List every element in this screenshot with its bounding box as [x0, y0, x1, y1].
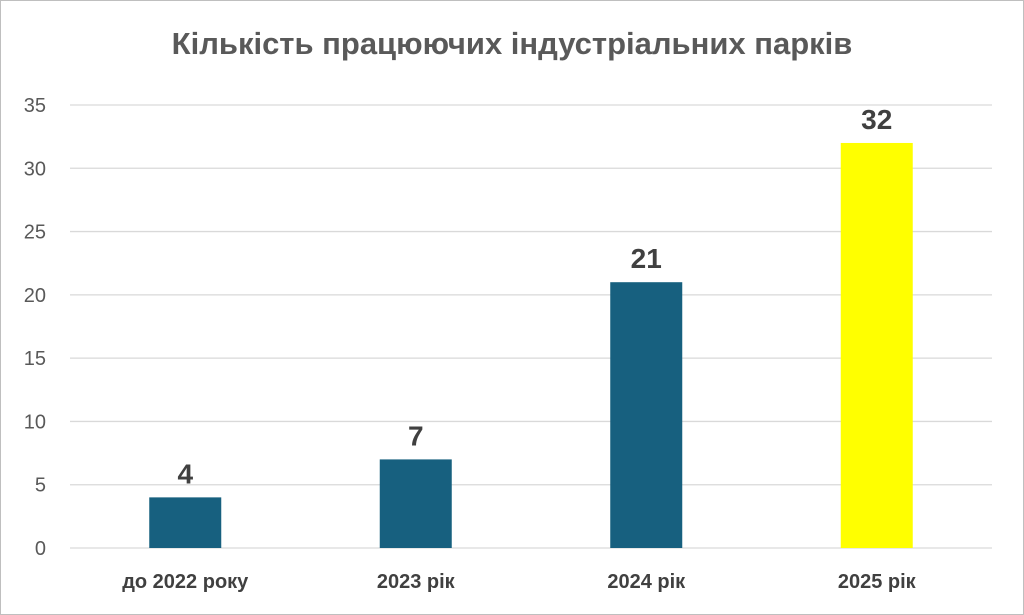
- x-axis-categories: до 2022 року 2023 рік 2024 рік 2025 рік: [122, 571, 916, 593]
- x-category-label: 2025 рік: [838, 571, 917, 593]
- y-tick-label: 25: [24, 222, 46, 244]
- bar: [610, 282, 683, 548]
- y-tick-label: 10: [24, 411, 46, 433]
- x-category-label: до 2022 року: [122, 571, 249, 593]
- x-category-label: 2023 рік: [377, 571, 456, 593]
- y-tick-label: 35: [24, 95, 46, 117]
- y-tick-label: 15: [24, 348, 46, 370]
- bar-value-label: 32: [861, 104, 892, 135]
- y-tick-label: 0: [35, 538, 46, 560]
- y-tick-label: 5: [35, 475, 46, 497]
- bars: [149, 142, 913, 548]
- data-labels: 4 7 21 32: [177, 104, 892, 489]
- bar: [379, 459, 452, 548]
- y-axis-ticks: 0 5 10 15 20 25 30 35: [24, 95, 46, 560]
- bar: [149, 497, 222, 548]
- y-tick-label: 20: [24, 285, 46, 307]
- bar-value-label: 4: [177, 458, 193, 489]
- chart-title: Кількість працюючих індустріальних паркі…: [171, 26, 853, 61]
- gridlines: [70, 104, 992, 549]
- bar-value-label: 21: [631, 243, 662, 274]
- x-category-label: 2024 рік: [607, 571, 686, 593]
- bar: [840, 142, 913, 548]
- y-tick-label: 30: [24, 158, 46, 180]
- bar-value-label: 7: [408, 420, 424, 451]
